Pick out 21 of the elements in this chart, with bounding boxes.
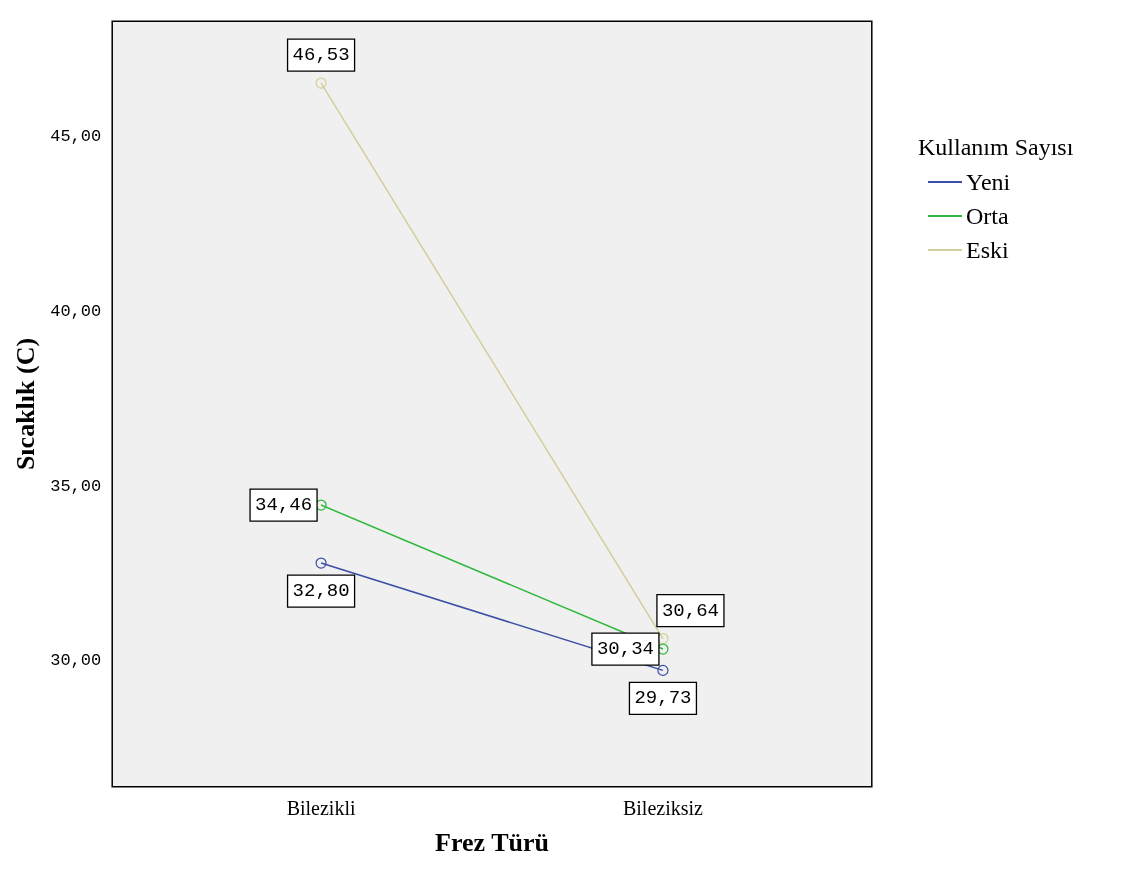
y-tick-label: 45,00 bbox=[50, 127, 102, 147]
y-tick-label: 40,00 bbox=[50, 301, 102, 321]
data-label: 30,64 bbox=[661, 599, 719, 622]
x-axis-title: Frez Türü bbox=[435, 828, 549, 858]
point bbox=[315, 557, 327, 569]
legend-label: Orta bbox=[966, 202, 1009, 230]
y-tick-label: 35,00 bbox=[50, 476, 102, 496]
y-axis-title: Sıcaklık (C) bbox=[11, 337, 41, 471]
data-label: 32,80 bbox=[292, 580, 350, 603]
x-tick-label: Bileziksiz bbox=[622, 797, 704, 820]
legend-label: Yeni bbox=[966, 168, 1011, 196]
data-label: 34,46 bbox=[255, 494, 313, 517]
y-tick-label: 30,00 bbox=[50, 651, 102, 671]
point bbox=[657, 664, 669, 676]
data-label: 30,34 bbox=[596, 638, 654, 661]
data-label: 46,53 bbox=[292, 44, 350, 67]
data-label: 29,73 bbox=[634, 687, 692, 710]
legend-label: Eski bbox=[966, 236, 1009, 264]
x-tick-label: Bilezikli bbox=[286, 797, 356, 820]
point bbox=[315, 77, 327, 89]
legend-title: Kullanım Sayısı bbox=[918, 134, 1074, 161]
